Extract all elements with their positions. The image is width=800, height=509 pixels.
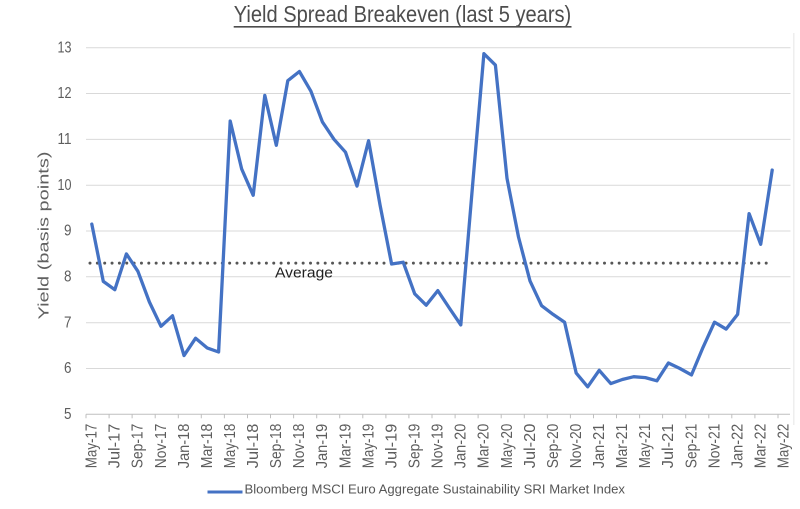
svg-text:Mar-18: Mar-18 xyxy=(199,424,216,469)
svg-text:May-17: May-17 xyxy=(84,424,101,469)
svg-text:5: 5 xyxy=(64,406,72,423)
svg-text:12: 12 xyxy=(58,85,72,102)
svg-text:Nov-21: Nov-21 xyxy=(706,424,723,469)
svg-text:Jan-20: Jan-20 xyxy=(453,423,470,468)
svg-text:Jan-19: Jan-19 xyxy=(314,424,331,469)
svg-text:Sep-20: Sep-20 xyxy=(545,423,562,468)
svg-text:6: 6 xyxy=(64,360,72,377)
svg-text:Nov-18: Nov-18 xyxy=(291,424,308,469)
svg-text:Average: Average xyxy=(275,265,333,282)
svg-text:8: 8 xyxy=(64,269,72,286)
svg-text:Sep-21: Sep-21 xyxy=(683,424,700,469)
svg-text:Sep-17: Sep-17 xyxy=(130,424,147,469)
svg-text:Nov-19: Nov-19 xyxy=(430,424,447,469)
svg-text:Jul-19: Jul-19 xyxy=(383,424,400,469)
svg-text:May-19: May-19 xyxy=(360,424,377,469)
svg-text:11: 11 xyxy=(58,131,72,148)
svg-text:Mar-20: Mar-20 xyxy=(476,423,493,468)
svg-text:Jul-17: Jul-17 xyxy=(107,424,124,469)
svg-text:Nov-20: Nov-20 xyxy=(568,423,585,468)
svg-text:13: 13 xyxy=(58,39,72,56)
svg-text:May-20: May-20 xyxy=(499,423,516,468)
svg-text:Jan-21: Jan-21 xyxy=(591,424,608,469)
svg-text:Yield Spread Breakeven (last 5: Yield Spread Breakeven (last 5 years) xyxy=(234,1,572,27)
svg-text:Jan-22: Jan-22 xyxy=(729,424,746,469)
svg-text:Sep-19: Sep-19 xyxy=(407,424,424,469)
svg-text:Jul-21: Jul-21 xyxy=(660,424,677,469)
svg-text:9: 9 xyxy=(64,223,72,240)
svg-text:Jul-18: Jul-18 xyxy=(245,424,262,469)
svg-text:Mar-22: Mar-22 xyxy=(753,424,770,469)
svg-text:7: 7 xyxy=(64,314,72,331)
svg-text:10: 10 xyxy=(58,177,72,194)
svg-text:Mar-21: Mar-21 xyxy=(614,424,631,469)
svg-text:May-21: May-21 xyxy=(637,424,654,469)
svg-text:Jan-18: Jan-18 xyxy=(176,424,193,469)
svg-text:Sep-18: Sep-18 xyxy=(268,424,285,469)
svg-text:May-22: May-22 xyxy=(776,424,793,469)
svg-text:May-18: May-18 xyxy=(222,424,239,469)
svg-text:Jul-20: Jul-20 xyxy=(522,423,539,468)
svg-text:Nov-17: Nov-17 xyxy=(153,424,170,469)
svg-text:Mar-19: Mar-19 xyxy=(337,424,354,469)
svg-text:Bloomberg MSCI Euro Aggregate: Bloomberg MSCI Euro Aggregate Sustainabi… xyxy=(245,481,626,496)
svg-text:Yield (basis points): Yield (basis points) xyxy=(37,152,53,320)
